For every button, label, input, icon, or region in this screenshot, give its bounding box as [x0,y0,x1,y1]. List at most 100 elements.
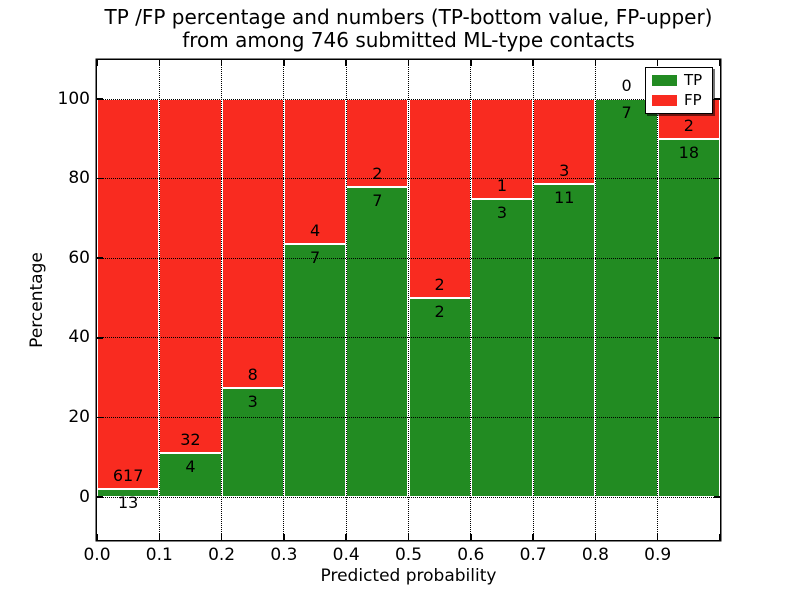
y-tick-mark [714,98,720,100]
y-tick-mark [97,257,103,259]
x-tick-mark [719,60,721,66]
plot-area: 617 13 32 4 8 3 4 7 2 7 2 2 1 3 3 11 0 7 2 18 [96,60,721,540]
bar-segment-fp [346,99,409,188]
tp-count-annotation: 2 [434,302,445,321]
fp-count-annotation: 32 [180,429,201,449]
tp-count-annotation: 11 [554,188,575,208]
x-tick-mark [220,60,223,66]
bar-segment-tp [346,187,409,497]
vertical-gridline [408,60,409,540]
fp-count-annotation: 3 [559,161,570,181]
fp-count-annotation: 1 [496,175,508,195]
legend-entry-fp: FP [652,93,706,108]
tp-count-annotation: 7 [372,191,383,211]
chart-title-line2: from among 746 submitted ML-type contact… [182,28,635,52]
legend-entry-tp: TP [652,73,706,88]
y-tick-mark [714,337,720,339]
vertical-gridline [158,60,160,540]
y-tick-mark [97,337,103,339]
vertical-gridline [594,60,596,540]
y-tick-label: 60 [68,247,90,268]
x-tick-mark [407,60,410,66]
y-tick-mark [714,496,720,498]
x-tick-label: 0.6 [457,545,485,565]
x-tick-label: 0.5 [394,545,423,565]
x-tick-label: 0.4 [332,545,360,565]
x-tick-mark [96,60,98,66]
fp-count-annotation: 4 [309,220,321,240]
bar-segment-tp [283,243,347,497]
legend-swatch-tp-icon [652,75,677,86]
bar-segment-fp [408,99,471,298]
x-tick-mark [407,534,410,540]
x-tick-mark [719,534,721,540]
x-tick-mark [656,534,659,540]
x-tick-mark [470,60,472,66]
x-tick-mark [345,60,347,66]
bar-segment-tp [408,298,471,497]
horizontal-gridline [97,178,720,180]
y-tick-label: 100 [57,88,90,109]
bar-segment-fp [159,99,222,453]
horizontal-gridline [97,257,720,259]
y-tick-mark [97,98,103,100]
tp-count-annotation: 3 [496,202,508,222]
chart-title: TP /FP percentage and numbers (TP-bottom… [97,6,720,52]
y-tick-mark [714,257,720,259]
horizontal-gridline [97,416,720,418]
bar-segment-tp [595,99,658,497]
fp-count-annotation: 2 [372,164,383,184]
x-tick-label: 0.3 [270,545,298,565]
tp-count-annotation: 7 [309,247,321,267]
x-tick-mark [96,534,98,540]
x-tick-label: 0.9 [644,545,672,565]
bar-segment-fp [533,99,596,185]
x-tick-label: 0.1 [145,545,173,565]
y-axis-label-wrap: Percentage [26,60,48,540]
tp-count-annotation: 18 [678,142,700,162]
legend-swatch-fp-icon [652,95,677,106]
x-tick-label: 0.0 [83,545,111,565]
chart-title-line1: TP /FP percentage and numbers (TP-bottom… [104,5,713,29]
fp-count-annotation: 0 [621,76,632,95]
vertical-gridline [283,60,285,540]
fp-count-annotation: 617 [112,465,144,485]
tp-count-annotation: 13 [117,492,139,512]
y-tick-mark [714,416,720,419]
bar-segment-tp [221,388,284,497]
legend-label-tp: TP [684,71,703,89]
y-tick-label: 80 [68,168,90,189]
x-tick-mark [283,534,285,540]
y-tick-mark [97,416,103,419]
vertical-gridline [657,60,659,540]
bar-segment-tp [97,488,160,497]
legend-label-fp: FP [684,91,702,109]
tp-count-annotation: 7 [621,103,632,122]
bar-segment-fp [283,99,347,244]
y-tick-mark [97,177,103,180]
y-tick-mark [97,496,103,498]
x-tick-mark [345,534,347,540]
x-tick-label: 0.8 [581,545,609,565]
x-tick-mark [158,60,161,66]
fp-count-annotation: 2 [434,275,445,294]
x-tick-label: 0.7 [519,545,547,565]
tp-count-annotation: 4 [185,456,196,476]
x-tick-mark [283,60,285,66]
bar-segment-tp [159,452,222,497]
fp-count-annotation: 8 [247,365,258,385]
x-tick-mark [594,534,597,540]
x-tick-mark [532,534,534,540]
horizontal-gridline [97,496,720,498]
tp-count-annotation: 3 [247,392,258,412]
bar-segment-tp [470,198,534,497]
y-tick-label: 0 [79,486,90,507]
y-tick-label: 20 [68,406,90,427]
fp-count-annotation: 2 [683,115,694,135]
vertical-gridline [470,60,472,540]
x-tick-mark [220,534,223,540]
x-tick-mark [594,60,597,66]
legend: TP FP [645,67,713,114]
x-tick-label: 0.2 [208,545,236,565]
